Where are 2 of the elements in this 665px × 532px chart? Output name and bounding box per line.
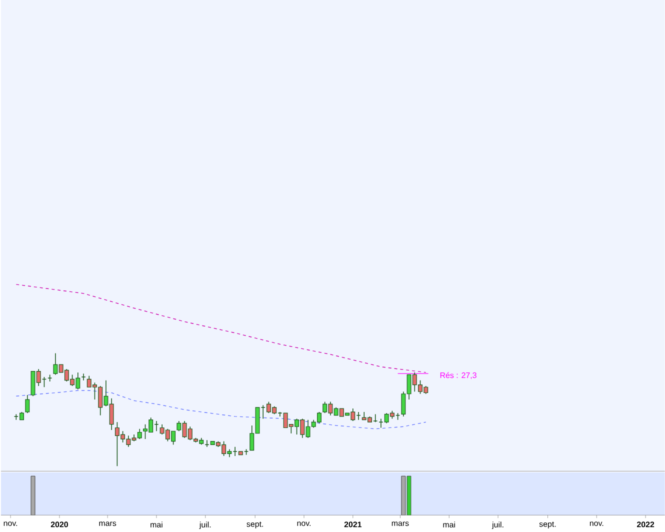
candlestick <box>81 372 86 381</box>
candlestick <box>25 394 30 414</box>
